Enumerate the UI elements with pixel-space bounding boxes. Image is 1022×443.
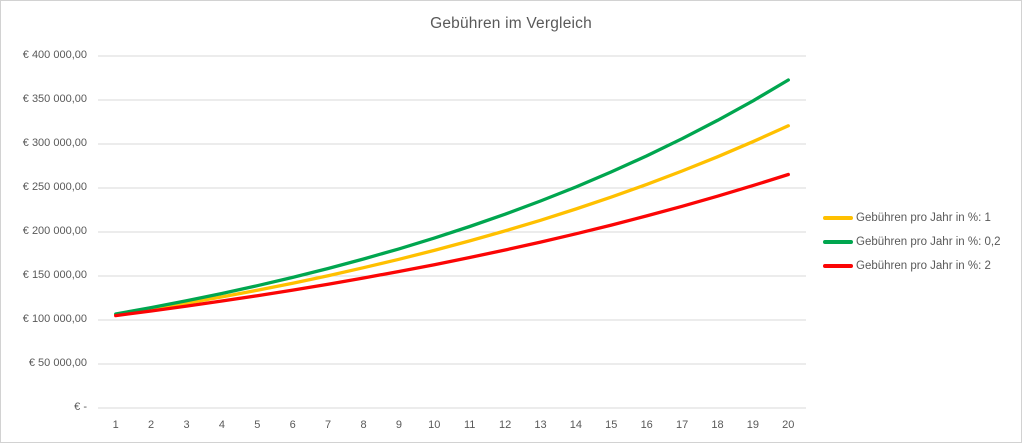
- x-tick-label: 19: [746, 419, 760, 431]
- y-tick-label: € 100 000,00: [22, 313, 87, 325]
- chart-legend: Gebühren pro Jahr in %: 1 Gebühren pro Ja…: [823, 206, 1000, 278]
- x-tick-label: 15: [605, 419, 618, 431]
- x-tick-label: 4: [218, 419, 225, 431]
- legend-line-swatch: [823, 216, 853, 220]
- x-tick-label: 12: [498, 419, 512, 431]
- legend-item-2: Gebühren pro Jahr in %: 0,2: [823, 230, 1000, 254]
- legend-item-1: Gebühren pro Jahr in %: 1: [823, 206, 1000, 230]
- y-tick-label: € 200 000,00: [22, 225, 87, 237]
- series-line-2: [114, 78, 790, 316]
- legend-label: Gebühren pro Jahr in %: 0,2: [856, 236, 1001, 248]
- x-tick-label: 7: [325, 419, 332, 431]
- x-tick-label: 18: [711, 419, 724, 431]
- legend-line-swatch: [823, 264, 853, 268]
- x-tick-label: 16: [640, 419, 653, 431]
- x-tick-label: 10: [428, 419, 441, 431]
- chart-title: Gebühren im Vergleich: [430, 15, 592, 32]
- legend-line-swatch: [823, 240, 853, 244]
- x-tick-label: 6: [289, 419, 296, 431]
- legend-label: Gebühren pro Jahr in %: 1: [856, 212, 991, 224]
- y-tick-label: € 50 000,00: [28, 357, 87, 369]
- legend-item-3: Gebühren pro Jahr in %: 2: [823, 254, 1000, 278]
- x-tick-label: 13: [534, 419, 547, 431]
- legend-label: Gebühren pro Jahr in %: 2: [856, 260, 991, 272]
- x-tick-label: 14: [569, 419, 583, 431]
- x-tick-label: 11: [463, 419, 476, 431]
- x-tick-label: 1: [112, 419, 119, 431]
- x-tick-label: 8: [360, 419, 367, 431]
- y-tick-label: € -: [74, 401, 87, 413]
- y-tick-label: € 400 000,00: [22, 49, 87, 61]
- series-line-3: [114, 172, 790, 318]
- x-tick-label: 5: [254, 419, 261, 431]
- y-tick-label: € 250 000,00: [22, 181, 87, 193]
- series-line-1: [114, 124, 790, 317]
- x-tick-label: 9: [395, 419, 402, 431]
- x-tick-label: 3: [183, 419, 190, 431]
- y-tick-label: € 350 000,00: [22, 93, 87, 105]
- x-tick-label: 2: [148, 419, 155, 431]
- x-tick-label: 17: [675, 419, 689, 431]
- x-tick-label: 20: [782, 419, 795, 431]
- y-tick-label: € 300 000,00: [22, 137, 87, 149]
- y-tick-label: € 150 000,00: [22, 269, 87, 281]
